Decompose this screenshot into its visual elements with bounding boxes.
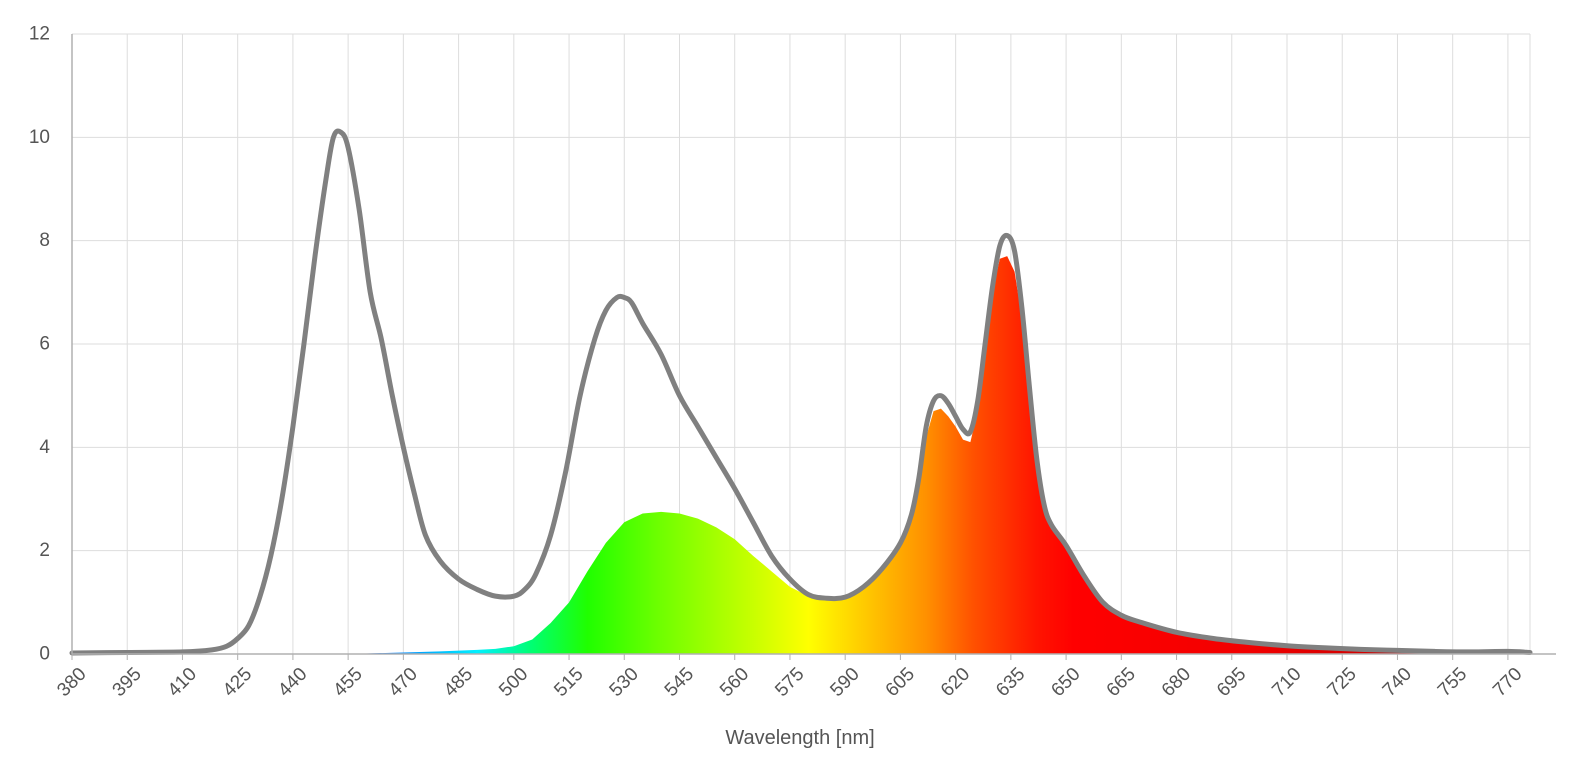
x-tick-label: 425	[219, 664, 256, 701]
y-tick-label: 0	[39, 644, 50, 665]
y-tick-label: 2	[39, 540, 50, 561]
x-tick-label: 590	[826, 664, 863, 701]
x-tick-label: 560	[716, 664, 753, 701]
y-tick-label: 8	[39, 230, 50, 251]
x-tick-label: 650	[1047, 664, 1084, 701]
y-tick-label: 4	[39, 437, 50, 458]
x-tick-label: 725	[1324, 664, 1361, 701]
measured-spectrum-line	[69, 128, 1533, 656]
y-tick-label: 12	[29, 24, 50, 45]
x-tick-label: 605	[882, 664, 919, 701]
x-tick-labels: 380 395 410 425 440 455 470 485 500 515 530 545 560 5…	[53, 654, 1526, 701]
x-tick-label: 695	[1213, 664, 1250, 701]
x-tick-label: 575	[771, 664, 808, 701]
grid	[71, 33, 1531, 655]
y-tick-label: 10	[29, 127, 50, 148]
x-tick-label: 485	[440, 664, 477, 701]
x-tick-label: 500	[495, 664, 532, 701]
x-tick-label: 710	[1268, 664, 1305, 701]
line-layer	[69, 128, 1533, 656]
x-tick-label: 455	[329, 664, 366, 701]
x-tick-label: 395	[109, 664, 146, 701]
y-tick-labels: 0 2 4 6 8 10 12	[29, 24, 51, 665]
x-tick-label: 770	[1489, 664, 1526, 701]
x-tick-label: 740	[1379, 664, 1416, 701]
y-tick-label: 6	[39, 334, 50, 355]
x-tick-label: 530	[606, 664, 643, 701]
axes	[71, 34, 1556, 655]
x-tick-label: 680	[1158, 664, 1195, 701]
x-axis-title: Wavelength [nm]	[725, 727, 874, 749]
x-tick-label: 755	[1434, 664, 1471, 701]
x-tick-label: 410	[164, 664, 201, 701]
x-tick-label: 440	[274, 664, 311, 701]
x-tick-label: 380	[53, 664, 90, 701]
x-tick-label: 470	[385, 664, 422, 701]
x-tick-label: 665	[1103, 664, 1140, 701]
x-tick-label: 515	[550, 664, 587, 701]
x-tick-label: 545	[661, 664, 698, 701]
x-tick-label: 620	[937, 664, 974, 701]
x-tick-label: 635	[992, 664, 1029, 701]
